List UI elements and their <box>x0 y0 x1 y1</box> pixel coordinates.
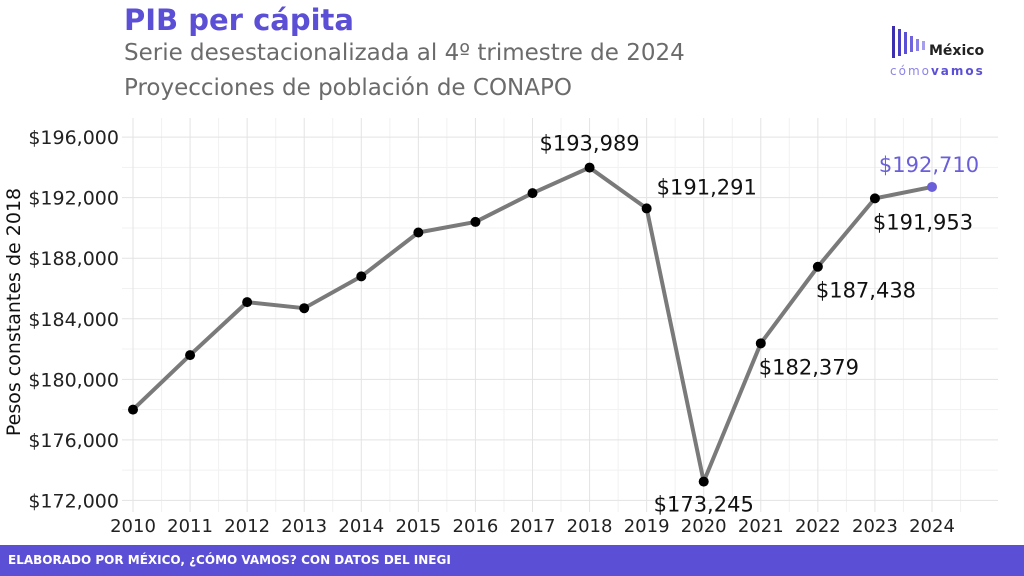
x-tick-label: 2022 <box>795 516 841 537</box>
data-point <box>869 193 880 204</box>
data-point <box>128 404 138 415</box>
x-tick-label: 2013 <box>281 516 327 537</box>
footer-bar: ELABORADO POR MÉXICO, ¿CÓMO VAMOS? CON D… <box>0 545 1024 576</box>
data-point <box>641 203 652 214</box>
chart-title: PIB per cápita <box>124 3 354 37</box>
data-point <box>470 216 481 227</box>
x-tick-label: 2012 <box>224 516 270 537</box>
data-point <box>755 338 766 349</box>
data-label: $191,953 <box>873 210 973 234</box>
y-tick-label: $192,000 <box>28 188 119 210</box>
x-axis: 2010 2011 2012 2013 2014 2015 2016 2017 2018 2019… <box>110 516 955 537</box>
mexico-como-vamos-logo: México cómovamos <box>888 26 1008 86</box>
data-point <box>698 476 709 487</box>
data-labels: $193,989 $191,291 $173,245 $182,379 $187,438… <box>539 132 979 517</box>
series-pib <box>128 162 937 487</box>
x-tick-label: 2023 <box>852 516 898 537</box>
x-tick-label: 2018 <box>567 516 613 537</box>
data-label: $192,710 <box>879 153 979 177</box>
y-tick-label: $180,000 <box>28 369 119 391</box>
data-point <box>299 303 310 314</box>
data-label: $187,438 <box>816 279 916 303</box>
data-point <box>812 261 823 272</box>
y-axis: $172,000 $176,000 $180,000 $184,000 $188,000… <box>28 127 119 512</box>
chart-subtitle-series: Serie desestacionalizada al 4º trimestre… <box>124 40 685 66</box>
data-label: $182,379 <box>759 355 859 379</box>
x-tick-label: 2014 <box>338 516 384 537</box>
chart-subtitle-projection: Proyecciones de población de CONAPO <box>124 75 572 101</box>
data-point <box>527 188 538 199</box>
x-tick-label: 2016 <box>453 516 499 537</box>
data-point <box>413 227 424 238</box>
data-point <box>242 297 253 308</box>
data-label: $191,291 <box>657 175 757 199</box>
y-tick-label: $196,000 <box>28 127 119 149</box>
data-label: $173,245 <box>654 493 754 517</box>
y-tick-label: $188,000 <box>28 248 119 270</box>
y-tick-label: $176,000 <box>28 430 119 452</box>
x-tick-label: 2011 <box>167 516 213 537</box>
data-point <box>356 271 367 282</box>
logo-bars-icon <box>892 26 925 58</box>
chart-grid <box>122 118 998 512</box>
data-point <box>927 181 937 192</box>
y-axis-title: Pesos constantes de 2018 <box>3 188 25 436</box>
y-tick-label: $184,000 <box>28 309 119 331</box>
x-tick-label: 2019 <box>624 516 670 537</box>
x-tick-label: 2021 <box>738 516 784 537</box>
x-tick-label: 2010 <box>110 516 156 537</box>
x-tick-label: 2020 <box>681 516 727 537</box>
logo-name: México <box>929 43 985 59</box>
y-tick-label: $172,000 <box>28 490 119 512</box>
data-point <box>185 350 196 361</box>
logo-tagline: cómovamos <box>890 64 985 78</box>
x-tick-label: 2024 <box>909 516 955 537</box>
x-tick-label: 2015 <box>395 516 441 537</box>
data-point <box>584 162 595 173</box>
logo-tagline-bold: vamos <box>930 64 985 78</box>
footer-credit: ELABORADO POR MÉXICO, ¿CÓMO VAMOS? CON D… <box>8 553 451 567</box>
data-label: $193,989 <box>539 132 639 156</box>
x-tick-label: 2017 <box>510 516 556 537</box>
pib-line-chart: $172,000 $176,000 $180,000 $184,000 $188,000… <box>3 118 998 537</box>
logo-tagline-light: cómo <box>890 64 931 78</box>
